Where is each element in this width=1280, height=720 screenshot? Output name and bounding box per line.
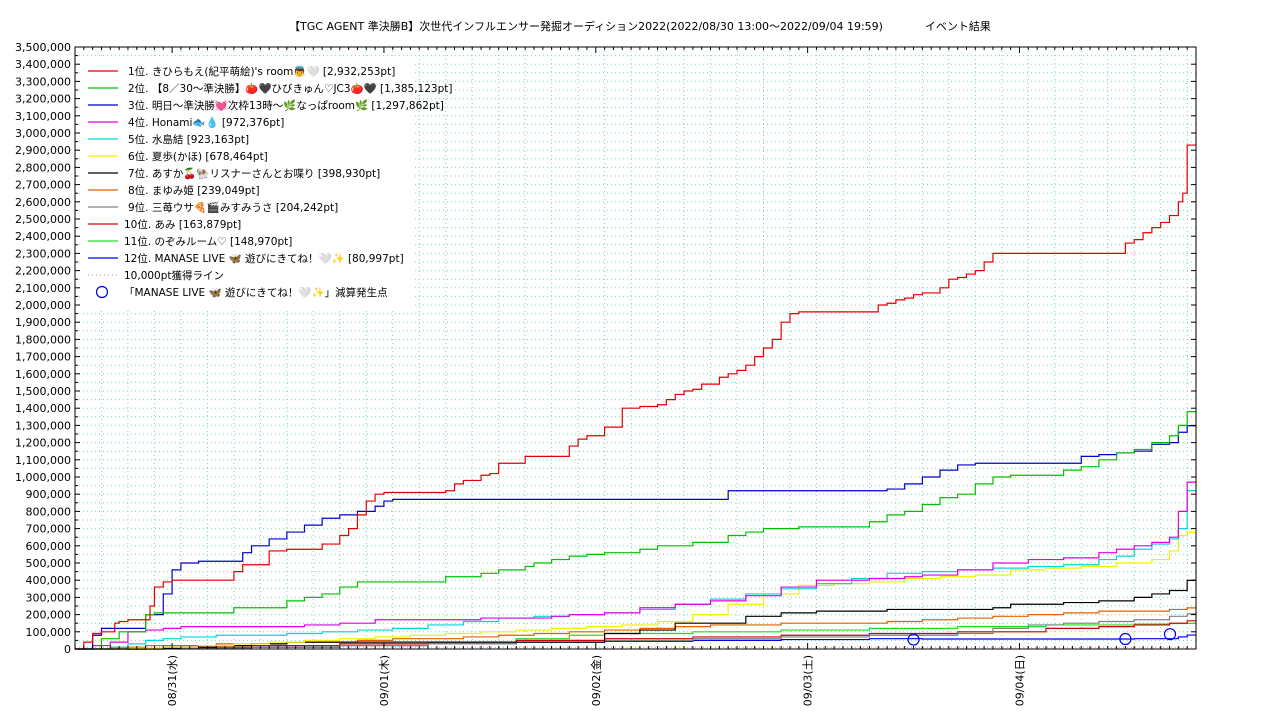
y-tick-label: 900,000 [26, 488, 72, 501]
series-lines [75, 144, 1197, 650]
y-tick-label: 2,300,000 [15, 247, 71, 260]
legend-entry: 6位. 夏歩(かほ) [678,464pt] [128, 150, 268, 163]
x-axis: 08/31(水) 09/01(木) 09/02(金) 09/03(土) 09/04(日) [74, 47, 1197, 706]
legend-entry: 7位. あすか🍒🐏リスナーさんとお喋り [398,930pt] [128, 167, 380, 180]
y-tick-label: 2,800,000 [15, 161, 71, 174]
reduction-marker [907, 633, 920, 646]
y-tick-label: 1,800,000 [15, 333, 71, 346]
x-tick-label: 09/03(土) [802, 655, 815, 706]
series-line [75, 410, 1197, 650]
reduction-marker [1119, 632, 1132, 646]
y-tick-label: 200,000 [26, 609, 72, 622]
y-tick-label: 3,200,000 [15, 93, 71, 106]
y-tick-label: 0 [64, 643, 71, 656]
series-line [75, 613, 1196, 650]
y-tick-label: 800,000 [26, 505, 72, 518]
y-tick-label: 3,400,000 [15, 58, 71, 71]
y-tick-label: 1,100,000 [15, 454, 71, 467]
y-tick-label: 1,000,000 [15, 471, 71, 484]
legend-entry: 2位. 【8／30〜準決勝】🍅🖤ひびきゅん♡JC3🍅🖤 [1,385,123pt… [128, 82, 452, 95]
legend: 1位. きひらもえ(紀平萌絵)'s room👼🤍 [2,932,253pt] 2位… [82, 58, 452, 310]
y-tick-label: 2,500,000 [15, 213, 71, 226]
y-tick-label: 3,000,000 [15, 127, 71, 140]
y-tick-label: 1,700,000 [15, 351, 71, 364]
x-tick-label: 09/01(木) [378, 655, 391, 706]
y-tick-label: 500,000 [26, 557, 72, 570]
reduction-marker [1163, 628, 1177, 641]
y-tick-label: 1,300,000 [15, 419, 71, 432]
y-tick-label: 2,700,000 [15, 179, 71, 192]
y-tick-label: 2,600,000 [15, 196, 71, 209]
legend-entry: 10位. あみ [163,879pt] [124, 218, 241, 231]
y-tick-label: 2,400,000 [15, 230, 71, 243]
reduction-markers [907, 628, 1177, 646]
legend-entry: 1位. きひらもえ(紀平萌絵)'s room👼🤍 [2,932,253pt] [128, 65, 395, 78]
y-tick-label: 2,000,000 [15, 299, 71, 312]
x-tick-label: 09/02(金) [589, 655, 603, 706]
legend-entry: 4位. Honami🐟💧 [972,376pt] [128, 116, 284, 129]
legend-marker-swatch [95, 285, 109, 299]
x-tick-label: 08/31(水) [166, 655, 179, 706]
y-tick-label: 1,200,000 [15, 437, 71, 450]
legend-entry: 11位. のぞみルーム♡ [148,970pt] [124, 235, 292, 248]
legend-background [82, 58, 412, 310]
grid-lines [74, 46, 1196, 650]
y-tick-label: 3,500,000 [15, 41, 71, 54]
y-tick-label: 3,300,000 [15, 75, 71, 88]
y-tick-label: 300,000 [26, 591, 72, 604]
y-tick-label: 2,900,000 [15, 144, 71, 157]
legend-entry: 12位. MANASE LIVE 🦋 遊びにきてね！🤍✨ [80,997pt] [124, 252, 404, 265]
y-tick-label: 2,100,000 [15, 282, 71, 295]
series-line [75, 481, 1197, 650]
y-tick-label: 700,000 [26, 523, 72, 536]
chart-title: 【TGC AGENT 準決勝B】次世代インフルエンサー発掘オーディション2022… [289, 20, 991, 33]
legend-entry: 10,000pt獲得ライン [124, 269, 224, 282]
series-line [75, 531, 1196, 650]
series-line [75, 579, 1196, 650]
legend-entry: 8位. まゆみ姫 [239,049pt] [128, 184, 260, 197]
y-tick-label: 3,100,000 [15, 110, 71, 123]
y-tick-label: 1,900,000 [15, 316, 71, 329]
y-tick-label: 1,500,000 [15, 385, 71, 398]
y-tick-label: 600,000 [26, 540, 72, 553]
series-line [75, 144, 1197, 650]
y-axis: 0 100,000 200,000 300,000 400,000 500,000 600,… [15, 41, 1196, 656]
y-tick-label: 1,600,000 [15, 368, 71, 381]
legend-entry: 「MANASE LIVE 🦋 遊びにきてね！🤍✨」減算発生点 [124, 286, 388, 299]
x-tick-label: 09/04(日) [1013, 655, 1026, 706]
legend-entry: 9位. 三苺ウサ🍕🎬みすみうさ [204,242pt] [128, 201, 338, 214]
legend-entry: 5位. 水島結 [923,163pt] [128, 133, 249, 146]
y-tick-label: 400,000 [26, 574, 72, 587]
legend-entry: 3位. 明日〜準決勝💓次枠13時〜🌿なっぱroom🌿 [1,297,862pt] [128, 99, 444, 112]
y-tick-label: 1,400,000 [15, 402, 71, 415]
y-tick-label: 100,000 [26, 626, 72, 639]
series-line [75, 425, 1196, 650]
y-tick-label: 2,200,000 [15, 265, 71, 278]
